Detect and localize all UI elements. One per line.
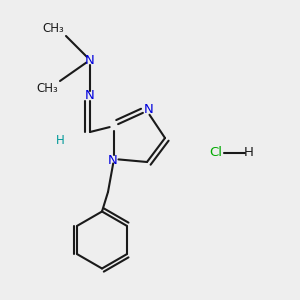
Text: H: H <box>244 146 254 160</box>
Text: CH₃: CH₃ <box>43 22 64 34</box>
Text: N: N <box>85 53 95 67</box>
Text: N: N <box>85 89 95 103</box>
Text: CH₃: CH₃ <box>37 82 58 95</box>
Text: N: N <box>108 154 117 167</box>
Text: N: N <box>144 103 153 116</box>
Text: H: H <box>56 134 64 148</box>
Text: Cl: Cl <box>209 146 223 160</box>
